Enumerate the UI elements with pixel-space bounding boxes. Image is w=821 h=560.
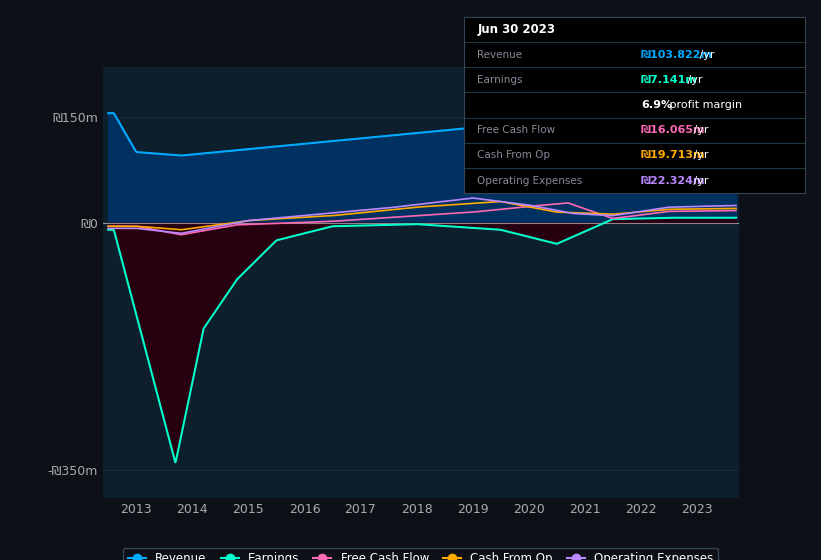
Legend: Revenue, Earnings, Free Cash Flow, Cash From Op, Operating Expenses: Revenue, Earnings, Free Cash Flow, Cash …: [123, 548, 718, 560]
Text: ₪16.065m: ₪16.065m: [641, 125, 705, 135]
Text: /yr: /yr: [696, 50, 715, 59]
Text: ₪103.822m: ₪103.822m: [641, 50, 713, 59]
Text: 6.9%: 6.9%: [641, 100, 672, 110]
Text: /yr: /yr: [690, 125, 709, 135]
Text: Cash From Op: Cash From Op: [478, 151, 551, 160]
Text: ₪19.713m: ₪19.713m: [641, 151, 705, 160]
Text: ₪22.324m: ₪22.324m: [641, 176, 705, 185]
Text: Free Cash Flow: Free Cash Flow: [478, 125, 556, 135]
Text: /yr: /yr: [690, 151, 709, 160]
Text: Operating Expenses: Operating Expenses: [478, 176, 583, 185]
Text: /yr: /yr: [690, 176, 709, 185]
Text: Revenue: Revenue: [478, 50, 523, 59]
Text: profit margin: profit margin: [666, 100, 741, 110]
Text: Earnings: Earnings: [478, 75, 523, 85]
Text: Jun 30 2023: Jun 30 2023: [478, 23, 556, 36]
Text: /yr: /yr: [684, 75, 703, 85]
Text: ₪7.141m: ₪7.141m: [641, 75, 698, 85]
